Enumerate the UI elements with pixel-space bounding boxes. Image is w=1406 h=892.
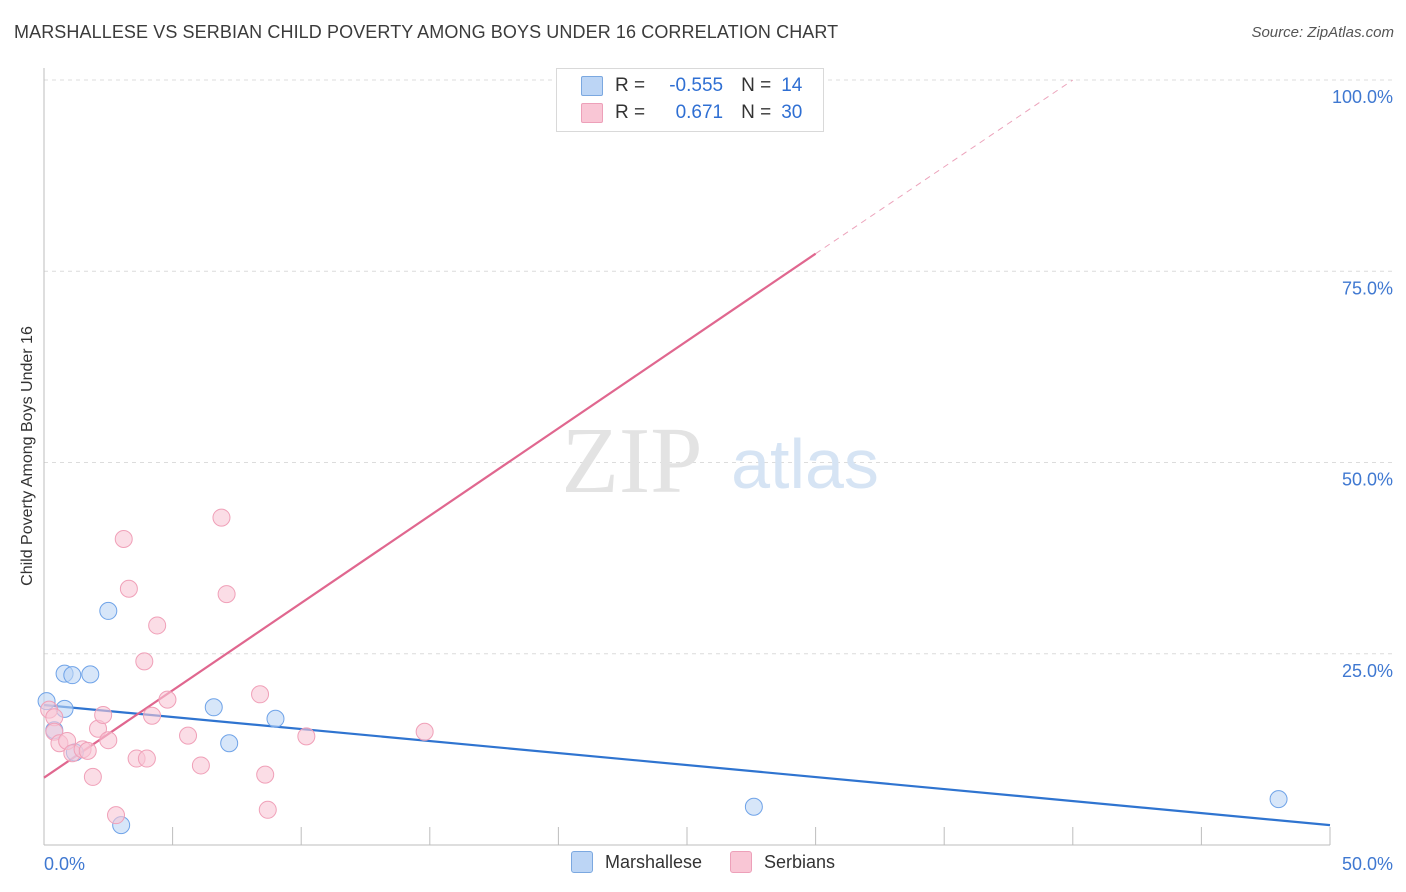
data-point-marshallese	[63, 666, 82, 685]
grid-lines	[44, 79, 1392, 655]
watermark: ZIP atlas	[562, 409, 879, 513]
y-tick-label: 25.0%	[1342, 661, 1393, 681]
chart-title: MARSHALLESE VS SERBIAN CHILD POVERTY AMO…	[14, 22, 839, 42]
data-point-serbians	[119, 579, 138, 598]
n-value: 14	[781, 75, 803, 96]
x-tick-label: 50.0%	[1342, 854, 1393, 874]
watermark-atlas: atlas	[731, 425, 879, 503]
data-point-marshallese	[204, 698, 223, 717]
data-point-serbians	[212, 508, 231, 527]
trend-extension-serbians	[815, 79, 1074, 255]
data-point-serbians	[258, 800, 277, 819]
data-point-marshallese	[99, 601, 118, 620]
data-point-marshallese	[220, 734, 239, 753]
data-point-serbians	[251, 685, 270, 704]
source-credit: Source: ZipAtlas.com	[1251, 24, 1394, 41]
r-value: -0.555	[669, 75, 724, 96]
data-point-serbians	[415, 722, 434, 741]
data-point-serbians	[114, 530, 133, 548]
trend-line-serbians	[43, 252, 817, 779]
data-points	[37, 71, 1288, 835]
data-point-marshallese	[81, 665, 100, 684]
legend-row-serbians: R = 0.671 N = 30	[581, 101, 802, 125]
data-point-marshallese	[744, 797, 763, 816]
data-point-serbians	[148, 616, 167, 635]
y-tick-label: 75.0%	[1342, 278, 1393, 298]
legend-row-marshallese: R = -0.555 N = 14	[581, 74, 802, 98]
r-value: 0.671	[675, 102, 724, 123]
legend-item-serbians: Serbians	[730, 851, 835, 873]
legend-label-serbians: Serbians	[764, 851, 836, 872]
data-point-serbians	[135, 652, 154, 671]
r-label: R =	[615, 75, 646, 96]
serbians-legend-swatch	[730, 851, 752, 873]
data-point-serbians	[179, 726, 198, 745]
y-tick-label: 100.0%	[1332, 87, 1393, 107]
serbians-swatch	[581, 103, 603, 123]
series-legend: Marshallese Serbians	[0, 851, 1406, 873]
marshallese-legend-swatch	[570, 851, 593, 873]
data-point-serbians	[217, 585, 236, 604]
data-point-marshallese	[266, 709, 285, 728]
data-point-marshallese	[1269, 790, 1288, 809]
y-tick-label: 50.0%	[1342, 470, 1393, 490]
n-label: N =	[741, 102, 772, 123]
watermark-zip: ZIP	[562, 409, 703, 513]
n-value: 30	[781, 102, 803, 123]
legend-item-marshallese: Marshallese	[570, 851, 702, 873]
data-point-serbians	[143, 706, 162, 725]
data-point-serbians	[137, 749, 156, 768]
r-label: R =	[615, 102, 646, 123]
data-point-serbians	[107, 806, 126, 825]
tick-labels: 25.0% 50.0% 75.0% 100.0% 0.0% 50.0%	[44, 87, 1393, 874]
data-point-serbians	[297, 727, 316, 746]
trend-line-marshallese	[43, 703, 1331, 827]
correlation-legend: R = -0.555 N = 14 R = 0.671 N = 30	[556, 68, 824, 132]
trend-lines	[43, 79, 1331, 827]
marshallese-swatch	[581, 76, 603, 96]
n-label: N =	[741, 75, 772, 96]
data-point-serbians	[158, 690, 177, 709]
data-point-serbians	[191, 756, 210, 775]
data-point-serbians	[78, 741, 97, 760]
legend-label-marshallese: Marshallese	[604, 851, 702, 872]
data-point-serbians	[99, 731, 118, 750]
x-tick-label: 0.0%	[44, 854, 85, 874]
data-point-serbians	[94, 705, 113, 724]
data-point-serbians	[83, 767, 102, 786]
data-point-serbians	[256, 765, 275, 784]
